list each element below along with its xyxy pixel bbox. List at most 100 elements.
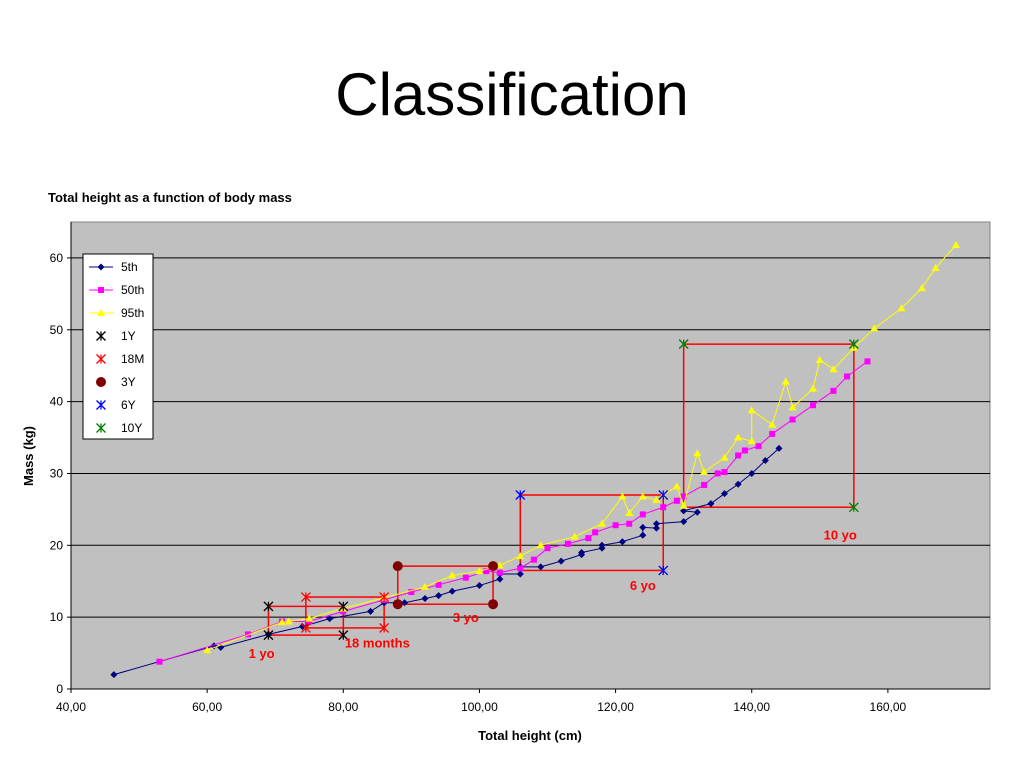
data-point-18M: [379, 592, 390, 602]
data-point-5th: [598, 541, 606, 549]
data-point-95th: [700, 468, 709, 476]
data-point-18M: [379, 622, 390, 633]
y-axis-label: Mass (kg): [21, 426, 36, 486]
age-boxes: [267, 343, 855, 636]
series-95th: [203, 240, 960, 654]
age-range-box: [397, 565, 494, 605]
data-point-95th: [679, 501, 688, 509]
data-point-95th: [829, 365, 838, 373]
data-point-50th: [435, 581, 442, 588]
data-point-5th: [448, 587, 456, 595]
data-point-10Y: [848, 339, 859, 350]
data-point-50th: [496, 569, 503, 576]
data-point-50th: [660, 504, 667, 511]
data-point-5th: [435, 592, 443, 600]
data-point-95th: [788, 403, 797, 411]
data-point-50th: [626, 520, 633, 527]
annotation-label: 10 yo: [824, 528, 857, 543]
age-range-box: [682, 343, 855, 508]
data-point-18M: [300, 592, 311, 602]
data-point-50th: [462, 574, 469, 581]
data-point-95th: [672, 482, 681, 490]
data-point-95th: [747, 406, 756, 414]
y-tick-label: 60: [50, 251, 64, 265]
data-point-18M: [300, 622, 311, 633]
data-point-50th: [864, 358, 871, 365]
data-point-6Y: [658, 565, 669, 576]
data-point-50th: [789, 416, 796, 423]
data-point-5th: [110, 671, 118, 679]
data-point-5th: [496, 575, 504, 583]
plot-area: [70, 221, 991, 690]
data-point-50th: [156, 658, 163, 665]
x-axis-label: Total height (cm): [478, 728, 582, 743]
data-point-3Y: [488, 599, 499, 610]
data-point-95th: [536, 541, 545, 549]
y-tick-label: 40: [50, 395, 64, 409]
x-tick-label: 120,00: [597, 700, 634, 714]
y-tick-label: 20: [50, 538, 64, 552]
legend: 5th 50th 95th 1Y 18M 3Y 6Y 10Y: [82, 253, 154, 440]
data-point-95th: [768, 420, 777, 428]
data-point-95th: [815, 355, 824, 363]
age-range-box: [305, 596, 385, 629]
data-point-5th: [475, 582, 483, 590]
data-point-5th: [761, 457, 769, 465]
data-point-95th: [917, 284, 926, 292]
data-point-50th: [830, 387, 837, 394]
tick-labels: 0 10 20 30 40 50 60 40,00 60,00 80,00 100,00 120,00…: [50, 251, 907, 714]
data-point-95th: [625, 508, 634, 516]
legend-label: 50th: [121, 283, 144, 297]
data-point-95th: [618, 492, 627, 500]
data-point-95th: [809, 384, 818, 392]
data-point-50th: [592, 529, 599, 536]
data-point-1Y: [338, 630, 349, 641]
series-18M: [300, 592, 390, 633]
data-point-5th: [748, 469, 756, 477]
y-tick-label: 50: [50, 323, 64, 337]
legend-item-5th: 5th: [89, 260, 138, 274]
legend-marker: [97, 263, 105, 271]
legend-item-10Y: 10Y: [96, 421, 142, 435]
data-point-5th: [578, 548, 586, 556]
legend-marker: [96, 354, 106, 364]
data-point-95th: [781, 377, 790, 385]
legend-marker: [98, 287, 104, 293]
data-point-1Y: [263, 601, 274, 612]
data-point-5th: [421, 594, 429, 602]
data-point-10Y: [848, 502, 859, 513]
data-point-5th: [707, 500, 715, 508]
data-point-50th: [639, 511, 646, 518]
slide-title: Classification: [335, 61, 689, 128]
data-point-3Y: [392, 561, 403, 572]
legend-item-3Y: 3Y: [96, 375, 136, 389]
x-tick-label: 60,00: [192, 700, 222, 714]
data-point-5th: [721, 490, 729, 498]
data-point-3Y: [488, 561, 499, 572]
data-point-95th: [951, 240, 960, 248]
x-tick-label: 100,00: [461, 700, 498, 714]
series-3Y: [392, 561, 499, 610]
series-group: [110, 240, 960, 679]
data-point-50th: [680, 493, 687, 500]
axes: [70, 222, 990, 690]
annotation-label: 6 yo: [630, 578, 656, 593]
annotation-label: 1 yo: [249, 646, 275, 661]
data-point-95th: [747, 437, 756, 445]
data-point-95th: [597, 519, 606, 527]
data-point-95th: [516, 552, 525, 560]
data-point-50th: [585, 535, 592, 542]
x-tick-label: 80,00: [328, 700, 358, 714]
data-point-50th: [530, 556, 537, 563]
data-point-5th: [326, 615, 334, 623]
y-tick-label: 0: [56, 682, 63, 696]
data-point-5th: [652, 524, 660, 532]
data-point-5th: [401, 599, 409, 607]
legend-label: 18M: [121, 352, 144, 366]
legend-marker: [96, 331, 106, 341]
data-point-50th: [714, 470, 721, 477]
data-point-50th: [810, 402, 817, 409]
data-point-1Y: [263, 630, 274, 641]
data-point-50th: [673, 497, 680, 504]
